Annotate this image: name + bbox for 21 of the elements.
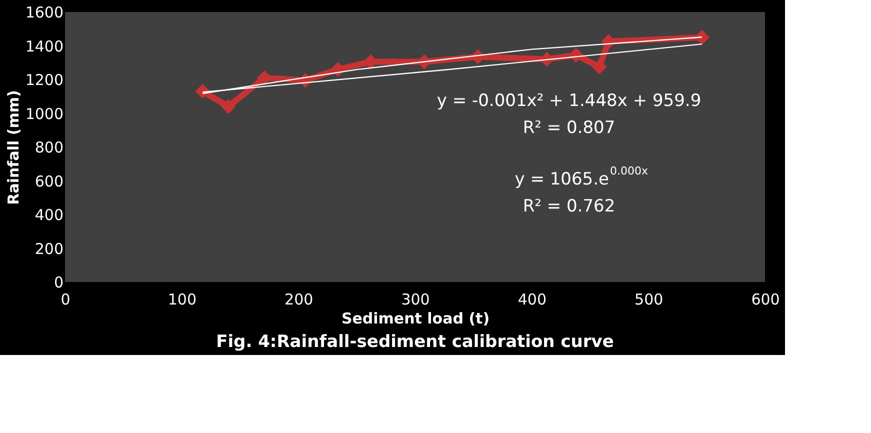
x-tick-label: 200: [284, 290, 314, 308]
y-tick-label: 1600: [25, 4, 64, 22]
y-axis-title: Rainfall (mm): [4, 90, 22, 205]
y-tick-label: 600: [34, 172, 64, 190]
y-tick-label: 0: [54, 274, 64, 292]
y-tick-label: 200: [34, 240, 64, 258]
y-tick-label: 800: [34, 138, 64, 156]
annotation: R² = 0.807: [522, 118, 616, 138]
annotation: R² = 0.762: [522, 196, 616, 216]
x-tick-label: 400: [518, 290, 546, 308]
x-tick-label: 500: [634, 290, 664, 308]
text: Fig. 4:Rainfall-sediment calibration curve: [216, 332, 614, 352]
y-tick-label: 1000: [25, 104, 64, 123]
x-tick-label: 600: [751, 290, 780, 308]
y-tick-label: 1400: [25, 37, 64, 56]
x-tick-label: 100: [168, 290, 196, 308]
y-tick-label: 1200: [25, 71, 64, 89]
x-axis-title: Sediment load (t): [341, 310, 490, 328]
annotation: y = -0.001x² + 1.448x + 959.9: [436, 91, 702, 112]
x-tick-label: 300: [401, 290, 430, 308]
y-tick-label: 400: [34, 206, 64, 224]
